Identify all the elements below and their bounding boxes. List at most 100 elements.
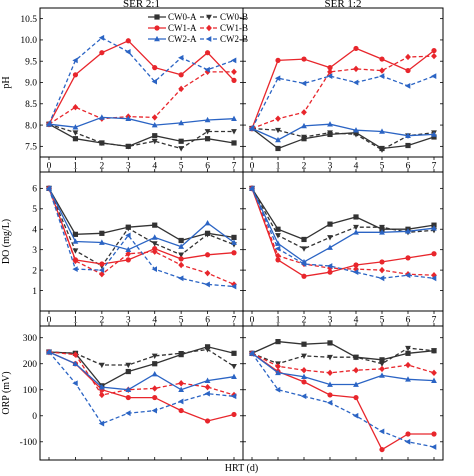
data-point-cw1-b	[379, 67, 385, 74]
data-point-cw0-b	[178, 146, 185, 152]
data-point-cw0-b	[327, 235, 333, 241]
data-point-cw0-a	[327, 221, 333, 227]
series-line-cw2-a	[48, 351, 235, 391]
series-line-cw0-a	[251, 340, 435, 361]
data-point-cw2-a	[178, 119, 185, 126]
data-point-cw2-a	[431, 225, 437, 231]
y-tick-label: 8.5	[25, 100, 37, 110]
data-point-cw0-b	[151, 138, 158, 145]
data-point-cw0-b	[275, 233, 281, 239]
data-point-cw1-a	[178, 407, 184, 414]
data-point-cw0-a	[99, 230, 105, 236]
y-tick-label: 5	[32, 205, 37, 215]
data-point-cw0-a	[178, 138, 184, 144]
data-point-cw1-b	[431, 272, 437, 279]
data-point-cw1-b	[231, 68, 237, 76]
x-tick-label: 6	[205, 316, 210, 326]
data-point-cw2-a	[301, 373, 307, 380]
legend-marker-cw1-b	[206, 24, 212, 32]
data-point-cw1-a	[275, 57, 281, 63]
data-point-cw1-b	[301, 109, 307, 116]
data-point-cw2-a	[151, 234, 158, 240]
data-point-cw2-a	[405, 228, 411, 234]
data-point-cw2-a	[379, 372, 385, 378]
x-tick-label: 3	[328, 162, 333, 172]
data-point-cw1-b	[125, 250, 132, 257]
series-line-cw1-a	[251, 47, 435, 129]
x-tick-label: 3	[126, 162, 131, 172]
data-point-cw2-b	[274, 245, 281, 252]
data-point-cw2-b	[72, 266, 78, 272]
data-point-cw1-b	[353, 65, 359, 73]
data-point-cw0-b	[301, 246, 307, 252]
data-point-cw1-b	[98, 271, 105, 278]
data-point-cw2-a	[405, 132, 411, 139]
data-point-cw1-a	[231, 250, 237, 256]
series-line-cw0-b	[251, 347, 435, 365]
data-point-cw0-b	[327, 130, 333, 136]
x-tick-label: 0	[250, 316, 255, 326]
y-tick-label: 4	[32, 225, 37, 235]
series-line-cw2-b	[48, 351, 235, 425]
data-point-cw2-a	[379, 229, 385, 235]
data-point-cw0-b	[301, 134, 307, 141]
data-point-cw2-b	[45, 185, 52, 192]
panel-orp-mv-1	[45, 344, 237, 427]
legend-label-cw2-a: CW2-A	[168, 34, 197, 44]
data-point-cw1-b	[275, 115, 281, 122]
data-point-cw0-a	[275, 226, 281, 232]
data-point-cw0-a	[275, 145, 281, 152]
data-point-cw2-b	[45, 121, 52, 128]
data-point-cw1-b	[151, 385, 158, 392]
x-tick-label: 2	[302, 162, 307, 172]
data-point-cw2-b	[248, 185, 255, 192]
data-point-cw1-a	[125, 38, 131, 44]
data-point-cw2-a	[353, 381, 359, 387]
x-tick-label: 2	[99, 316, 104, 326]
data-point-cw0-b	[125, 362, 132, 369]
data-point-cw0-b	[98, 140, 105, 147]
data-point-cw1-a	[99, 261, 105, 267]
data-point-cw1-b	[72, 257, 79, 265]
data-point-cw0-b	[231, 364, 237, 370]
legend-label-cw2-b: CW2-B	[220, 34, 248, 44]
series-line-cw1-b	[251, 352, 435, 374]
data-point-cw1-a	[72, 72, 79, 78]
data-point-cw0-a	[353, 214, 359, 220]
series-line-cw1-a	[48, 188, 235, 265]
data-point-cw2-b	[378, 73, 385, 80]
data-point-cw0-a	[301, 341, 307, 347]
data-point-cw2-a	[275, 136, 281, 143]
data-point-cw2-a	[72, 238, 79, 244]
data-point-cw1-a	[125, 394, 131, 401]
data-point-cw0-b	[379, 224, 385, 231]
data-point-cw2-a	[353, 229, 359, 235]
data-point-cw0-a	[275, 339, 281, 345]
data-point-cw2-b	[204, 390, 210, 397]
panel-do-mg-l-1	[45, 185, 237, 290]
data-point-cw2-a	[231, 373, 237, 380]
data-point-cw1-a	[152, 394, 158, 401]
data-point-cw2-a	[125, 246, 132, 252]
data-point-cw2-b	[430, 73, 437, 80]
data-point-cw1-b	[327, 369, 333, 377]
x-tick-label: 0	[250, 162, 255, 172]
data-point-cw1-a	[353, 45, 359, 52]
x-tick-label: 0	[47, 162, 52, 172]
data-point-cw1-b	[405, 361, 411, 369]
data-point-cw2-a	[151, 121, 158, 128]
data-point-cw0-b	[98, 362, 105, 369]
panel-do-mg-l-2	[248, 185, 437, 282]
panel-ph-1	[45, 34, 237, 152]
x-tick-label: 1	[276, 162, 281, 172]
series-line-cw2-a	[251, 123, 435, 141]
data-point-cw1-a	[178, 72, 184, 78]
x-tick-label: 2	[302, 316, 307, 326]
data-point-cw2-b	[378, 428, 385, 435]
data-point-cw2-b	[300, 261, 307, 267]
column-title-ser-1-2: SER 1:2	[325, 0, 362, 10]
data-point-cw2-b	[300, 80, 307, 87]
data-point-cw2-b	[430, 275, 437, 282]
data-point-cw2-a	[72, 124, 79, 130]
